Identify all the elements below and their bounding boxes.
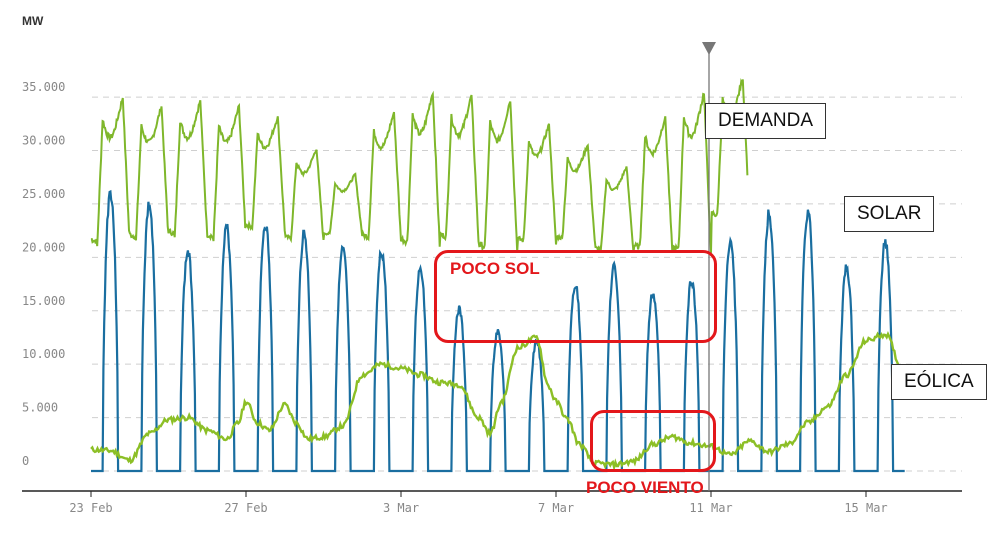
y-tick-label: 35.000: [22, 80, 65, 94]
eolica-line: [90, 330, 925, 472]
x-tick-label: 27 Feb: [224, 501, 267, 515]
y-tick-label: 10.000: [22, 347, 65, 361]
marker-triangle-icon: [702, 42, 716, 55]
y-tick-label: 20.000: [22, 240, 65, 254]
poco-viento-highlight: [590, 410, 716, 472]
poco-sol-highlight: [434, 250, 717, 343]
legend-eolica: EÓLICA: [891, 364, 987, 400]
series-lines: [90, 77, 925, 473]
y-tick-label: 5.000: [22, 401, 58, 415]
poco-sol-label: POCO SOL: [450, 259, 540, 278]
unit-label: MW: [22, 14, 44, 28]
y-tick-label: 25.000: [22, 187, 65, 201]
grid-lines: [92, 96, 962, 472]
poco-viento-label: POCO VIENTO: [586, 478, 704, 497]
y-tick-label: 15.000: [22, 294, 65, 308]
legend-solar: SOLAR: [844, 196, 935, 232]
y-tick-label: 0: [22, 454, 29, 468]
solar-line: [91, 189, 905, 473]
y-axis-ticks: 0 5.000 10.000 15.000 20.000 25.000 30.000 35.0…: [22, 80, 65, 468]
legend-demanda: DEMANDA: [705, 103, 827, 139]
x-tick-label: 7 Mar: [538, 501, 574, 515]
demanda-line: [90, 77, 749, 253]
y-tick-label: 30.000: [22, 134, 65, 148]
x-tick-label: 11 Mar: [689, 501, 732, 515]
x-tick-label: 3 Mar: [383, 501, 419, 515]
x-tick-label: 15 Mar: [844, 501, 887, 515]
x-tick-label: 23 Feb: [69, 501, 112, 515]
x-axis-ticks: 23 Feb 27 Feb 3 Mar 7 Mar 11 Mar 15 Mar: [69, 491, 888, 515]
